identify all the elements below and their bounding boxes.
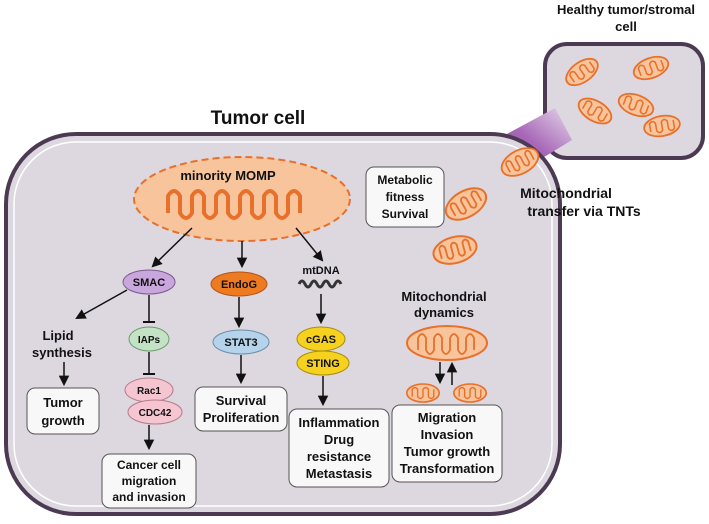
mtdna-label: mtDNA [302, 265, 339, 277]
transfer-label-1: Mitochondrial [520, 185, 612, 201]
metabolic-label-1: Metabolic [377, 173, 433, 187]
sting-label: STING [306, 358, 340, 370]
lipid-synthesis-label-1: Lipid [42, 328, 73, 343]
cdc42-node [127, 399, 183, 425]
dynamics-mito-small-1 [405, 383, 441, 403]
sting-node [296, 350, 350, 376]
arrow-momp-smac [151, 227, 193, 268]
mito-dynamics-label-2: dynamics [414, 305, 474, 320]
proliferation-label: Proliferation [203, 410, 280, 425]
inflammation-label-1: Inflammation [299, 415, 380, 430]
iaps-label: IAPs [138, 335, 161, 346]
invasion-label: Invasion [421, 427, 474, 442]
endog-node [210, 271, 268, 297]
metabolic-box [365, 166, 445, 228]
tumor-growth-box [26, 387, 100, 435]
tumor-growth-label-1: Tumor [43, 395, 82, 410]
transfer-label-2: transfer via TNTs [527, 203, 641, 219]
stat3-label: STAT3 [224, 337, 257, 349]
metabolic-label-2: fitness [386, 190, 425, 204]
dynamics-mito-large [406, 325, 488, 361]
inflammation-box [288, 408, 390, 488]
cgas-label: cGAS [306, 334, 336, 346]
arrow-smac-lipid [75, 289, 128, 320]
migration-box [391, 404, 503, 483]
tumor-growth-label-2: growth [41, 413, 84, 428]
inflammation-label-3: resistance [307, 449, 371, 464]
cancer-cell-label-3: and invasion [112, 490, 185, 504]
dynamics-mito-small-2 [452, 383, 488, 403]
stat3-node [212, 329, 270, 355]
endog-label: EndoG [221, 279, 257, 291]
cancer-cell-label-1: Cancer cell [117, 458, 181, 472]
tumor-cell-label: Tumor cell [211, 108, 306, 129]
iaps-node [128, 326, 170, 352]
inflammation-label-2: Drug [324, 432, 354, 447]
mito-dynamics-label-1: Mitochondrial [401, 289, 486, 304]
minority-momp-label: minority MOMP [180, 168, 276, 183]
transformation-label: Transformation [400, 461, 495, 476]
survival-proliferation-box [194, 386, 288, 432]
smac-label: SMAC [133, 277, 165, 289]
survival-label: Survival [216, 393, 267, 408]
healthy-cell-label-1: Healthy tumor/stromal [557, 2, 695, 17]
cdc42-label: CDC42 [139, 408, 172, 419]
migration-label: Migration [418, 410, 477, 425]
healthy-cell-label-2: cell [615, 19, 637, 34]
rac1-label: Rac1 [137, 386, 161, 397]
momp-cristae [166, 189, 302, 220]
cancer-cell-label-2: migration [122, 474, 177, 488]
arrow-momp-mtdna [295, 227, 324, 262]
lipid-synthesis-label-2: synthesis [32, 345, 92, 360]
metabolic-label-3: Survival [382, 207, 429, 221]
tumor-growth-dyn-label: Tumor growth [404, 444, 490, 459]
smac-node [122, 269, 176, 295]
inflammation-label-4: Metastasis [306, 466, 372, 481]
cancer-cell-box [101, 453, 197, 509]
mtdna-helix [297, 279, 343, 289]
